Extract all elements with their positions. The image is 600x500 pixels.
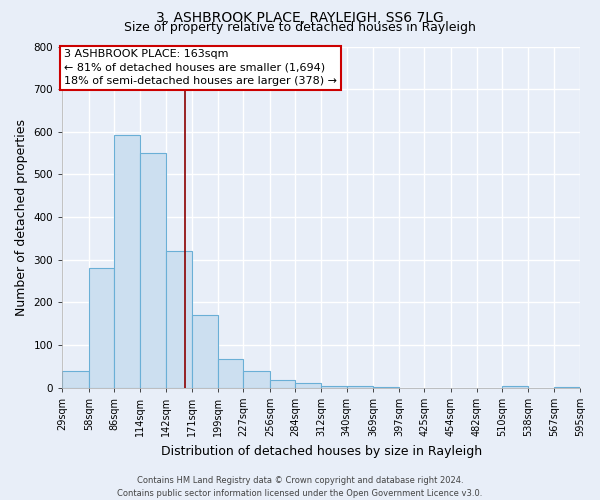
- Text: Size of property relative to detached houses in Rayleigh: Size of property relative to detached ho…: [124, 22, 476, 35]
- X-axis label: Distribution of detached houses by size in Rayleigh: Distribution of detached houses by size …: [161, 444, 482, 458]
- Bar: [373, 387, 399, 388]
- Bar: [218, 358, 244, 388]
- Bar: [347, 386, 373, 388]
- Bar: [502, 386, 528, 388]
- Bar: [270, 380, 295, 388]
- Bar: [115, 135, 140, 388]
- Bar: [62, 372, 89, 388]
- Bar: [140, 153, 166, 388]
- Text: Contains HM Land Registry data © Crown copyright and database right 2024.
Contai: Contains HM Land Registry data © Crown c…: [118, 476, 482, 498]
- Bar: [321, 386, 347, 388]
- Bar: [89, 268, 115, 388]
- Bar: [244, 372, 270, 388]
- Bar: [295, 384, 321, 388]
- Bar: [554, 387, 580, 388]
- Text: 3 ASHBROOK PLACE: 163sqm
← 81% of detached houses are smaller (1,694)
18% of sem: 3 ASHBROOK PLACE: 163sqm ← 81% of detach…: [64, 50, 337, 86]
- Text: 3, ASHBROOK PLACE, RAYLEIGH, SS6 7LG: 3, ASHBROOK PLACE, RAYLEIGH, SS6 7LG: [156, 11, 444, 25]
- Y-axis label: Number of detached properties: Number of detached properties: [15, 118, 28, 316]
- Bar: [192, 315, 218, 388]
- Bar: [166, 251, 192, 388]
